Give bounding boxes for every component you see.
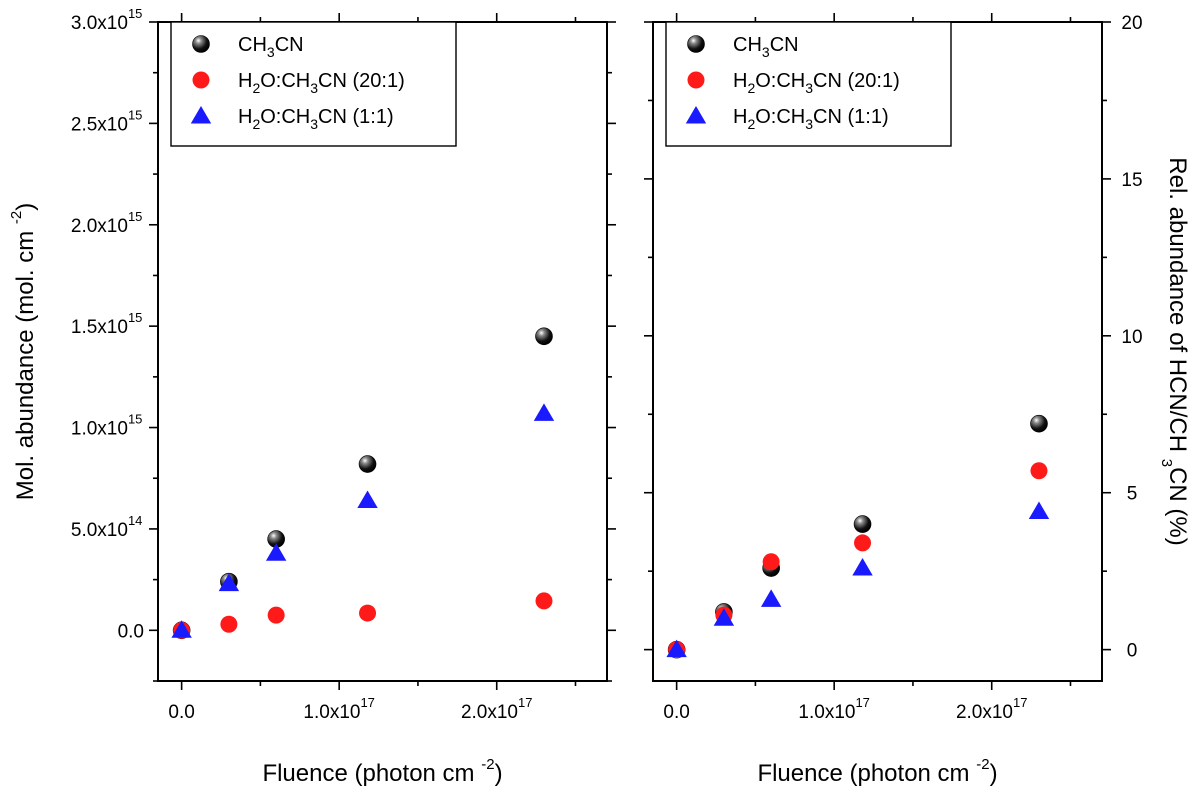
right-data-point <box>713 608 735 626</box>
right-x-tick-label: 1.0x1017 <box>798 695 870 723</box>
right-y-tick-label: 20 <box>1121 13 1142 34</box>
left-y-tick-label: 0.0 <box>118 621 144 642</box>
left-y-tick-label: 2.5x1015 <box>71 107 144 135</box>
left-data-point <box>358 455 377 473</box>
left-data-point <box>359 604 377 622</box>
right-legend-marker <box>687 35 705 53</box>
right-legend: CH3CN H2O:CH3CN (20:1) H2O:CH3CN (1:1) <box>665 21 952 147</box>
left-data-point <box>357 490 378 509</box>
left-data-point <box>535 592 553 610</box>
right-legend-marker <box>685 106 707 124</box>
left-series-triangle <box>171 403 555 638</box>
right-legend-label: CH3CN <box>733 34 799 60</box>
right-legend-box <box>665 21 952 147</box>
left-legend-box <box>170 21 457 147</box>
left-y-tick-label: 5.0x1014 <box>71 513 144 541</box>
left-y-axis-title: Mol. abundance (mol. cm -2) <box>8 203 39 500</box>
left-data-point <box>218 573 240 592</box>
left-x-tick-label: 1.0x1017 <box>303 695 375 723</box>
left-legend-label: CH3CN <box>238 34 304 60</box>
right-data-point <box>1028 501 1050 520</box>
left-data-point <box>265 543 287 561</box>
left-data-point <box>220 615 238 633</box>
right-x-tick-label: 2.0x1017 <box>956 695 1028 723</box>
right-y-tick-label: 5 <box>1127 484 1138 505</box>
left-y-tick-label: 3.0x1015 <box>71 6 144 34</box>
right-data-point <box>762 553 780 571</box>
right-data-point <box>853 515 872 533</box>
right-y-axis-title: Rel. abundance of HCN/CH 3CN (%) <box>1158 157 1191 545</box>
left-x-tick-label: 0.0 <box>168 702 194 723</box>
right-data-point <box>666 639 687 658</box>
left-legend-marker <box>192 71 210 89</box>
left-data-point <box>267 606 285 624</box>
right-y-tick-label: 0 <box>1127 641 1138 662</box>
right-legend-label: H2O:CH3CN (1:1) <box>733 106 889 132</box>
right-data-point <box>760 589 782 607</box>
left-legend-marker <box>190 106 212 124</box>
left-legend-label: H2O:CH3CN (1:1) <box>238 106 394 132</box>
right-y-tick-label: 15 <box>1121 170 1142 191</box>
right-x-tick-label: 0.0 <box>663 702 689 723</box>
right-y-tick-label: 10 <box>1121 327 1142 348</box>
left-x-tick-label: 2.0x1017 <box>461 695 533 723</box>
left-y-tick-label: 1.0x1015 <box>71 412 144 440</box>
left-series-circle <box>173 592 553 639</box>
right-series-circle <box>668 462 1048 659</box>
left-data-point <box>533 403 555 421</box>
right-data-point <box>852 558 873 576</box>
left-y-tick-label: 1.5x1015 <box>71 310 144 338</box>
left-series-sphere <box>172 327 553 640</box>
right-legend-label: H2O:CH3CN (20:1) <box>733 70 900 96</box>
left-data-point <box>535 327 553 346</box>
right-x-axis-title: Fluence (photon cm -2) <box>757 756 997 787</box>
left-legend-marker <box>192 35 210 53</box>
left-legend: CH3CN H2O:CH3CN (20:1) H2O:CH3CN (1:1) <box>170 21 457 147</box>
left-data-point <box>171 620 192 638</box>
right-data-point <box>1030 414 1048 433</box>
left-legend-label: H2O:CH3CN (20:1) <box>238 70 405 96</box>
right-panel: 0.0 1.0x1017 2.0x1017 0 5 10 15 20 Fluence (phot… <box>644 13 1191 787</box>
right-series-triangle <box>666 501 1050 658</box>
right-data-point <box>1030 462 1048 480</box>
left-x-axis-title: Fluence (photon cm -2) <box>262 756 502 787</box>
right-legend-marker <box>687 71 705 89</box>
left-y-tick-label: 2.0x1015 <box>71 209 144 237</box>
right-data-point <box>854 534 872 552</box>
